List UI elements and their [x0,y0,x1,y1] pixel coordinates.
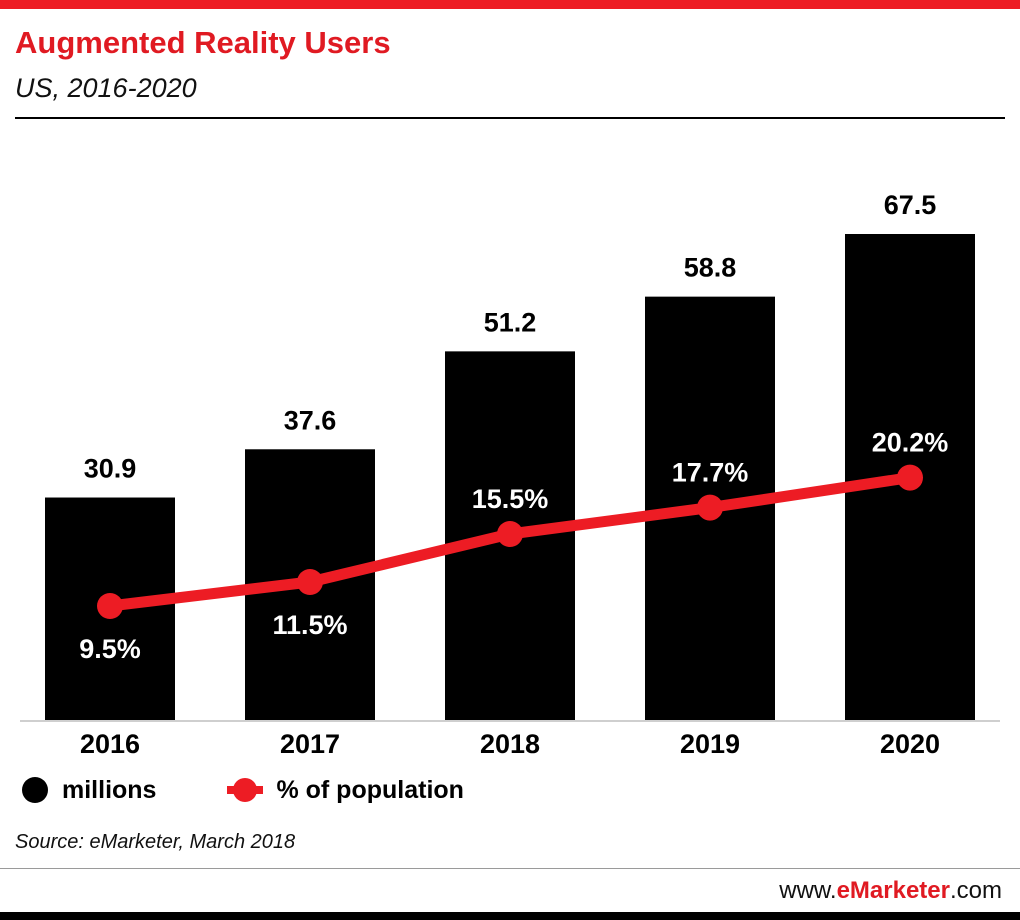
footer-divider [0,868,1020,869]
bottom-black-strip [0,912,1020,920]
bar-value-label-2020: 67.5 [884,190,937,220]
chart-subtitle: US, 2016-2020 [15,73,197,103]
percent-marker-icon [226,775,264,805]
combo-chart: 30.9 2016 37.6 2017 51.2 2018 58.8 2019 67.5 2020… [20,190,1000,759]
legend-item-millions: millions [20,775,156,805]
legend-item-percent-population: % of population [226,775,464,805]
legend-label-percent-population: % of population [276,775,464,804]
trend-label-2017: 11.5% [272,610,347,640]
trend-label-2020: 20.2% [872,428,949,458]
trend-marker-2020 [897,464,923,491]
trend-marker-2018 [497,521,523,547]
millions-marker-icon [20,775,50,805]
chart-header: Augmented Reality Users US, 2016-2020 [0,9,1020,104]
bar-value-label-2017: 37.6 [284,405,337,435]
legend-label-millions: millions [62,775,157,804]
source-note: Source: eMarketer, March 2018 [15,831,296,853]
footer-www: www. [779,877,837,904]
x-axis-label-2019: 2019 [680,729,740,759]
x-axis-label-2018: 2018 [480,729,540,759]
x-axis-label-2017: 2017 [280,729,340,759]
bar-value-label-2018: 51.2 [484,307,537,337]
chart-legend: millions % of population [0,775,1020,805]
bar-value-label-2019: 58.8 [684,253,737,283]
footer-com: .com [949,877,1002,904]
footer-brand: eMarketer [836,877,950,904]
title-divider [15,117,1005,119]
site-footer: www. eMarketer .com [0,869,1020,905]
trend-marker-2017 [297,569,323,595]
trend-marker-2016 [97,593,123,619]
bar-value-label-2016: 30.9 [84,454,137,484]
x-axis-label-2016: 2016 [80,729,140,759]
trend-marker-2019 [697,494,723,521]
trend-label-2018: 15.5% [472,484,549,514]
chart-title: Augmented Reality Users [15,25,391,60]
trend-label-2019: 17.7% [672,458,749,488]
trend-label-2016: 9.5% [79,634,141,664]
top-red-strip [0,0,1020,9]
x-axis-label-2020: 2020 [880,729,940,759]
